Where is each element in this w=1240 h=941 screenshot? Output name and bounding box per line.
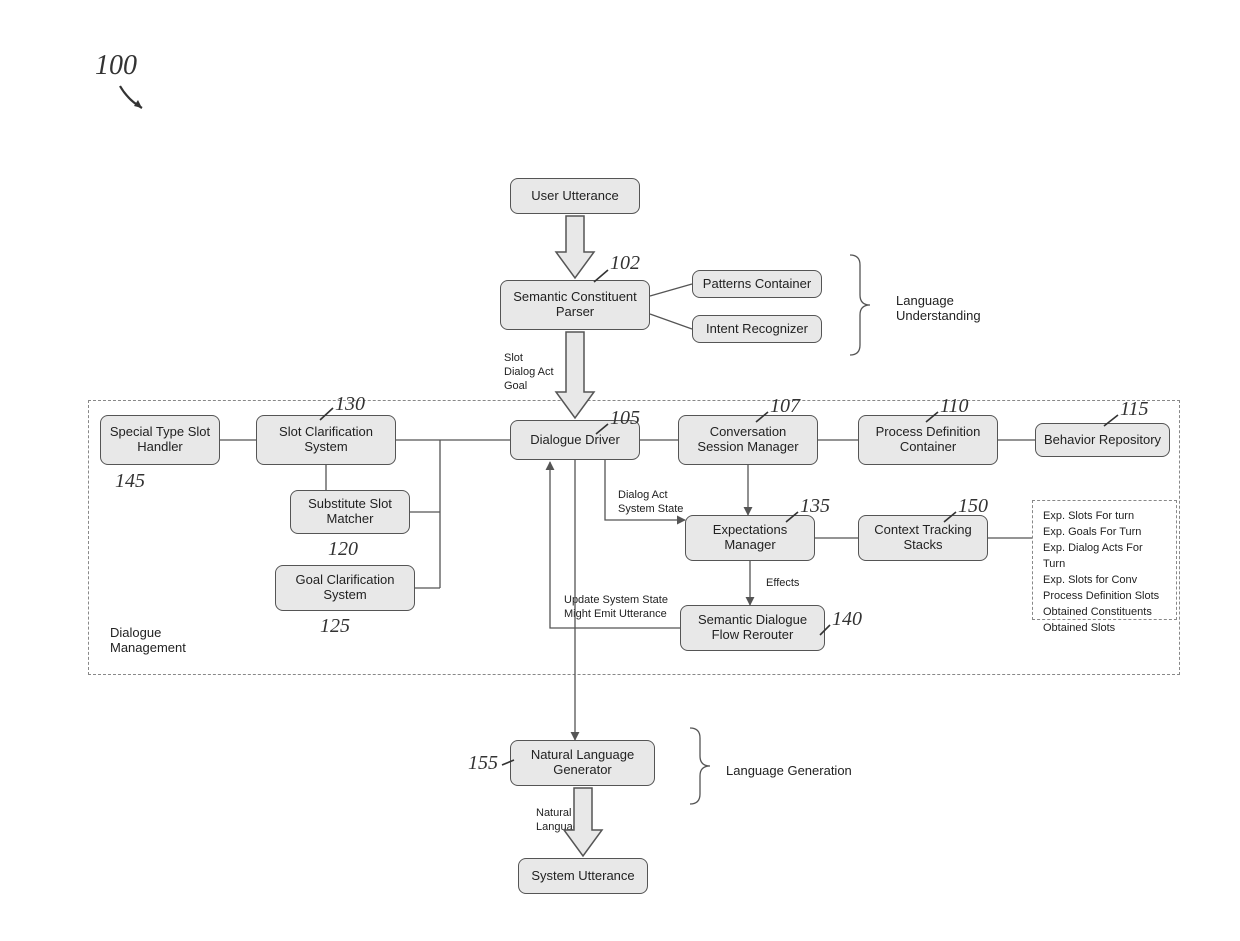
intent-recognizer-node: Intent Recognizer xyxy=(692,315,822,343)
stack-item: Exp. Slots For turn xyxy=(1043,509,1134,525)
edge-label-parser-to-driver: Slot Dialog Act Goal xyxy=(498,348,578,397)
stack-item: Obtained Slots xyxy=(1043,621,1115,637)
ref-145: 145 xyxy=(115,470,145,493)
edge-label-driver-to-expectations: Dialog Act System State xyxy=(612,485,692,521)
figure-ref-100: 100 xyxy=(95,50,137,82)
language-generation-label: Language Generation xyxy=(720,760,880,783)
natural-language-generator-node: Natural Language Generator xyxy=(510,740,655,786)
expectations-manager-node: Expectations Manager xyxy=(685,515,815,561)
substitute-slot-matcher-node: Substitute Slot Matcher xyxy=(290,490,410,534)
ref-140: 140 xyxy=(832,608,862,631)
stack-item: Exp. Dialog Acts For Turn xyxy=(1043,541,1166,573)
ref-105: 105 xyxy=(610,407,640,430)
conversation-session-manager-node: Conversation Session Manager xyxy=(678,415,818,465)
edge-label-nlg-out: Natural Language xyxy=(530,803,600,839)
edge-label-rerouter-to-driver: Update System State Might Emit Utterance xyxy=(558,590,688,626)
stack-item: Exp. Slots for Conv xyxy=(1043,573,1137,589)
ref-110: 110 xyxy=(940,395,969,418)
context-stacks-list: Exp. Slots For turn Exp. Goals For Turn … xyxy=(1032,500,1177,620)
semantic-constituent-parser-node: Semantic Constituent Parser xyxy=(500,280,650,330)
context-tracking-stacks-node: Context Tracking Stacks xyxy=(858,515,988,561)
edge-label-effects: Effects xyxy=(760,573,820,595)
ref-125: 125 xyxy=(320,615,350,638)
ref-115: 115 xyxy=(1120,398,1149,421)
ref-130: 130 xyxy=(335,393,365,416)
stack-item: Process Definition Slots xyxy=(1043,589,1159,605)
slot-clarification-system-node: Slot Clarification System xyxy=(256,415,396,465)
ref-102: 102 xyxy=(610,252,640,275)
stack-item: Exp. Goals For Turn xyxy=(1043,525,1141,541)
dialogue-management-label: Dialogue Management xyxy=(104,622,224,660)
user-utterance-node: User Utterance xyxy=(510,178,640,214)
behavior-repository-node: Behavior Repository xyxy=(1035,423,1170,457)
goal-clarification-system-node: Goal Clarification System xyxy=(275,565,415,611)
ref-107: 107 xyxy=(770,395,800,418)
ref-120: 120 xyxy=(328,538,358,561)
ref-155: 155 xyxy=(468,752,498,775)
process-definition-container-node: Process Definition Container xyxy=(858,415,998,465)
system-utterance-node: System Utterance xyxy=(518,858,648,894)
ref-150: 150 xyxy=(958,495,988,518)
language-understanding-label: Language Understanding xyxy=(890,290,990,328)
special-type-slot-handler-node: Special Type Slot Handler xyxy=(100,415,220,465)
ref-135: 135 xyxy=(800,495,830,518)
semantic-dialogue-flow-rerouter-node: Semantic Dialogue Flow Rerouter xyxy=(680,605,825,651)
diagram-canvas: 100 Dialogue Management Language Underst… xyxy=(0,0,1240,941)
stack-item: Obtained Constituents xyxy=(1043,605,1152,621)
patterns-container-node: Patterns Container xyxy=(692,270,822,298)
